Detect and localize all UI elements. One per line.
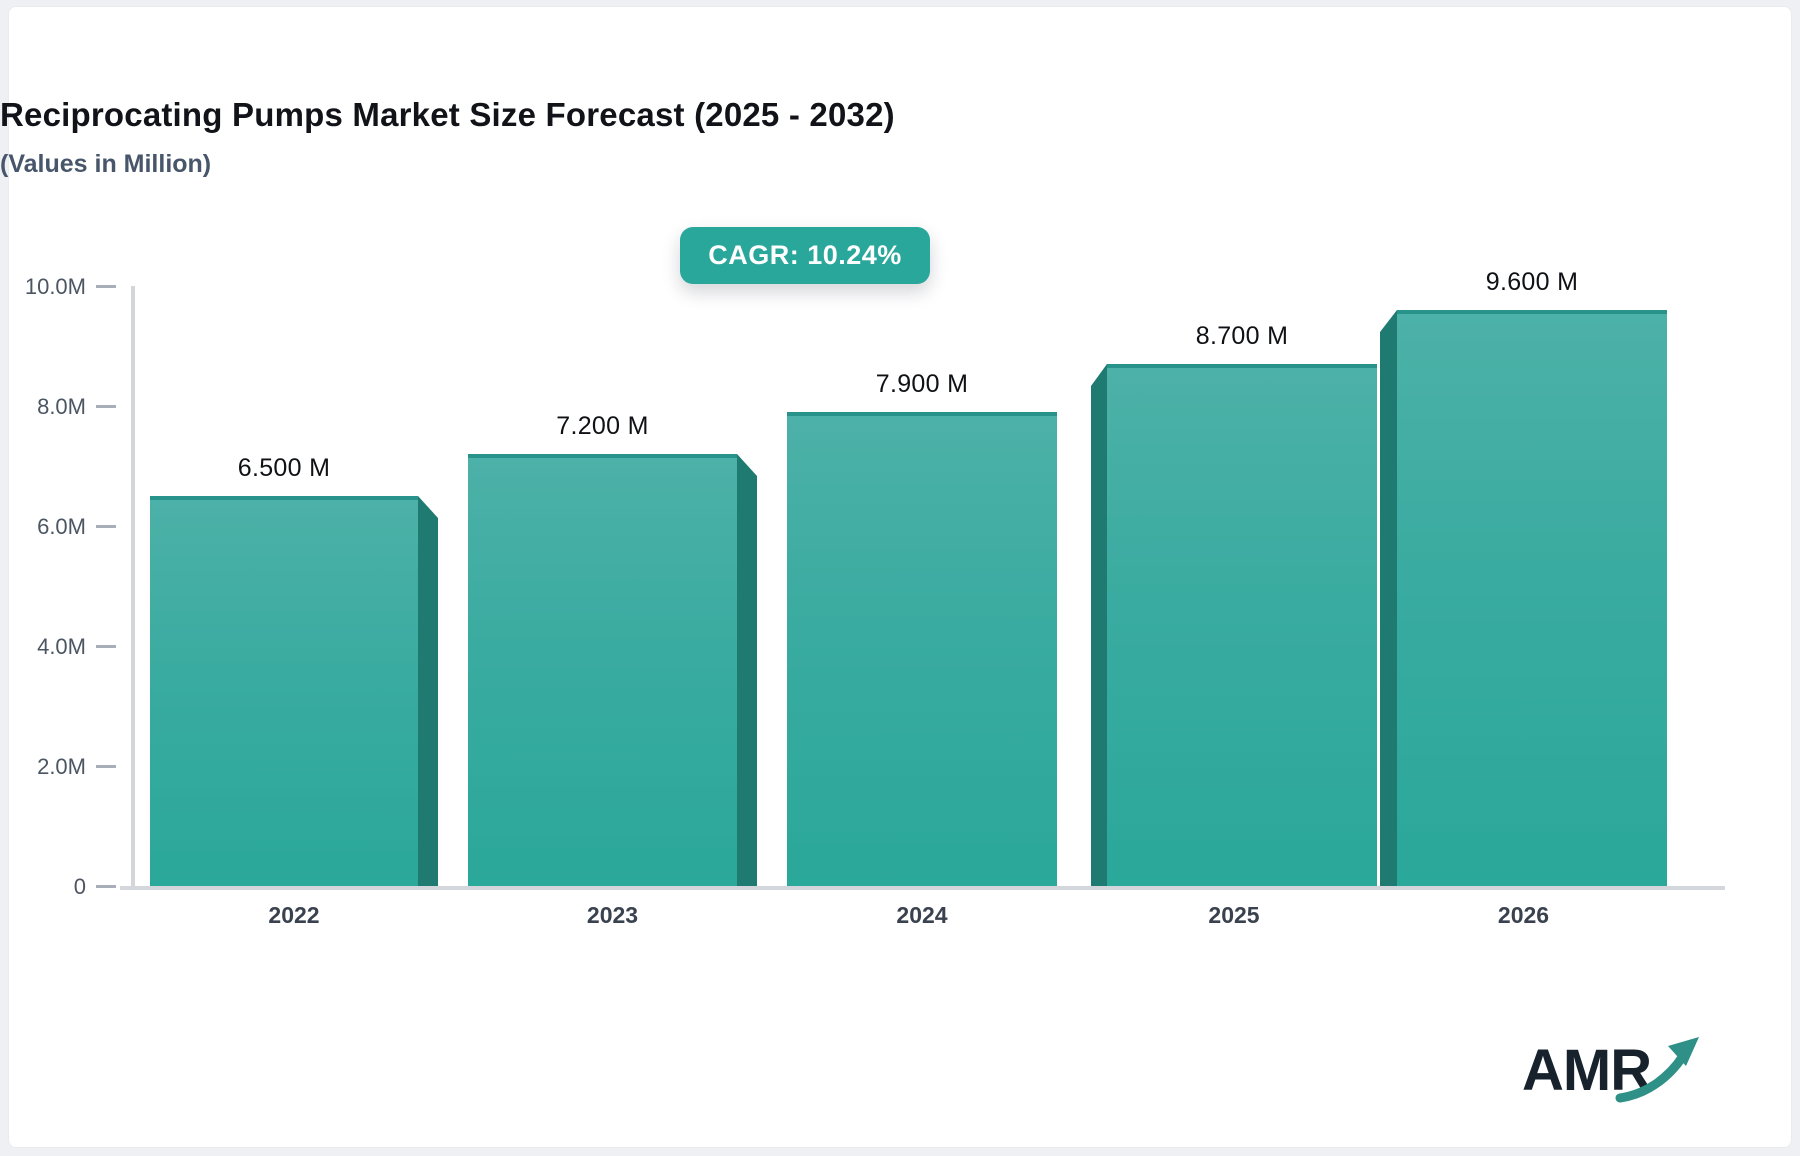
y-tick-mark	[96, 645, 116, 648]
bar-top-rim	[150, 496, 418, 500]
y-axis	[131, 286, 135, 890]
cagr-badge: CAGR: 10.24%	[680, 227, 930, 284]
bar-top-rim	[787, 412, 1057, 416]
bar-side-2022	[418, 496, 438, 886]
bar-2023[interactable]	[468, 454, 737, 886]
bar-2022[interactable]	[150, 496, 418, 886]
bar-value-label: 9.600 M	[1485, 268, 1579, 296]
y-tick-mark	[96, 405, 116, 408]
y-tick-label: 0	[73, 874, 86, 899]
bar-top-rim	[1397, 310, 1667, 314]
y-tick-mark	[96, 525, 116, 528]
y-tick-mark	[96, 765, 116, 768]
x-axis-label-2025: 2025	[1208, 902, 1260, 928]
bar-2024[interactable]	[787, 412, 1057, 886]
chart-subtitle: (Values in Million)	[0, 150, 212, 178]
logo-arrow-icon	[1615, 1037, 1699, 1103]
x-axis-label-2026: 2026	[1497, 902, 1550, 928]
bar-value-label: 8.700 M	[1195, 322, 1289, 350]
bar-2026[interactable]	[1397, 310, 1667, 886]
y-tick-label: 4.0M	[37, 634, 86, 659]
y-tick-mark	[96, 285, 116, 288]
x-axis-label-2024: 2024	[896, 902, 948, 928]
y-tick-label: 8.0M	[37, 394, 86, 419]
x-axis-label-2022: 2022	[268, 902, 320, 928]
bar-side-2023	[737, 454, 757, 886]
cagr-badge-wrap: CAGR: 10.24%	[0, 227, 1610, 284]
bar-side-2026	[1380, 310, 1397, 886]
chart-title: Reciprocating Pumps Market Size Forecast…	[0, 96, 895, 133]
bar-top-rim	[1107, 364, 1377, 368]
amr-logo: AMR	[1522, 1037, 1699, 1103]
x-axis	[120, 886, 1725, 890]
y-tick-label: 6.0M	[37, 514, 86, 539]
bar-value-label: 7.200 M	[556, 412, 649, 440]
bar-top-rim	[468, 454, 737, 458]
y-tick-label: 2.0M	[37, 754, 86, 779]
bar-value-label: 6.500 M	[237, 454, 331, 482]
y-tick-mark	[96, 885, 116, 888]
bar-2025[interactable]	[1107, 364, 1377, 886]
y-tick-label: 10.0M	[24, 274, 86, 299]
bar-value-label: 7.900 M	[875, 370, 969, 398]
bar-side-2025	[1091, 364, 1107, 886]
x-axis-label-2023: 2023	[586, 902, 639, 928]
